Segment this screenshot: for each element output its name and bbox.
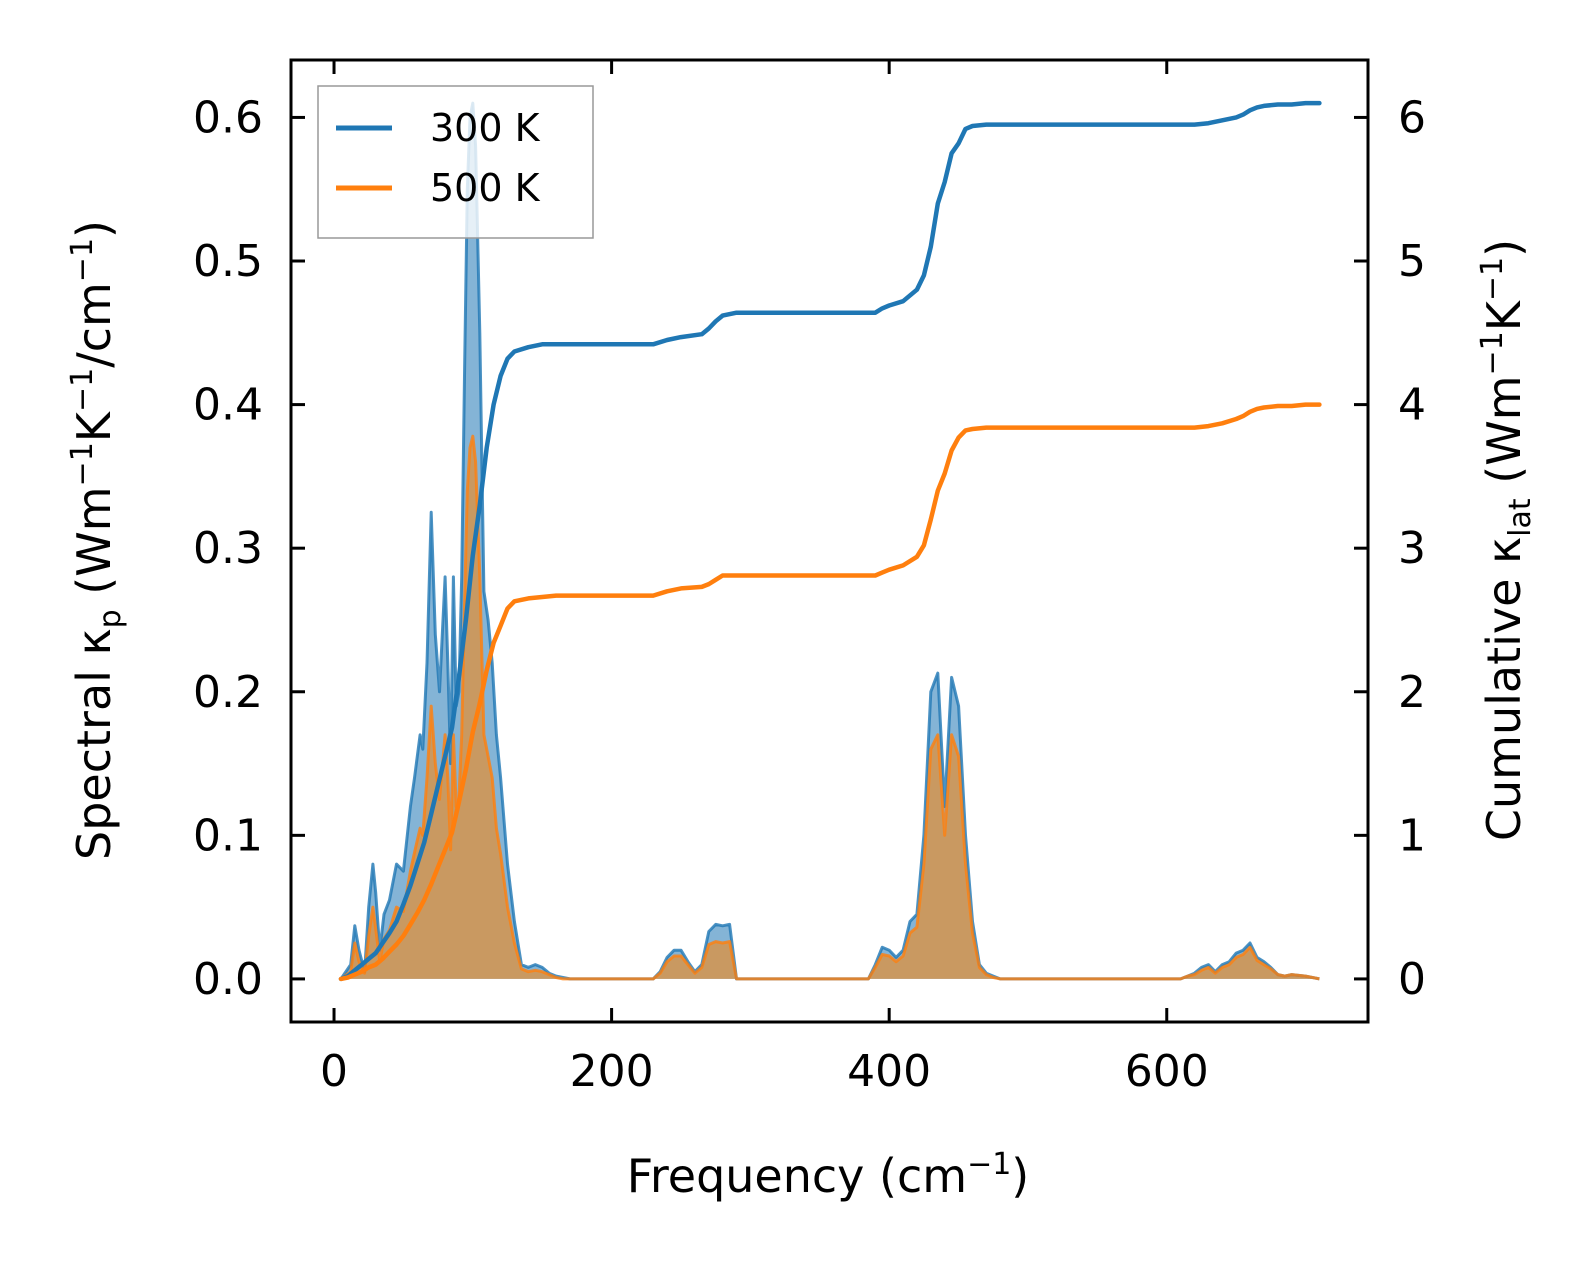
y-left-tick-label: 0.2 [193,667,263,718]
plot-area [289,58,1370,1024]
y-right-tick-label: 0 [1398,954,1426,1005]
legend: 300 K 500 K [317,85,594,239]
y-right-tick-label: 6 [1398,92,1426,143]
spectral-fill-500k [341,436,1320,979]
x-tick-label: 0 [320,1046,348,1097]
y-right-tick-label: 4 [1398,380,1426,431]
x-axis-label: Frequency (cm−1) [627,1147,1030,1203]
y-right-axis-label: Cumulative κlat (Wm−1K−1) [1475,239,1538,841]
y-right-tick-label: 1 [1398,810,1426,861]
y-left-tick-label: 0.4 [193,380,263,431]
y-left-tick-label: 0.0 [193,954,263,1005]
y-right-tick-label: 5 [1398,236,1426,287]
y-left-tick-label: 0.6 [193,92,263,143]
plot-frame [289,58,1370,1024]
cumulative-line-300k [338,100,1322,982]
x-tick-label: 600 [1125,1046,1209,1097]
x-tick-label: 200 [570,1046,654,1097]
y-left-axis-label: Spectral κp (Wm−1K−1/cm−1) [65,220,128,860]
x-tick-label: 400 [847,1046,931,1097]
legend-label-500k: 500 K [430,166,541,210]
y-right-tick-label: 3 [1398,523,1426,574]
legend-box [317,85,594,239]
spectral-line-500k [340,434,1320,981]
cumulative-line-500k [338,402,1322,982]
y-right-tick-label: 2 [1398,667,1426,718]
y-left-tick-label: 0.3 [193,523,263,574]
y-left-tick-label: 0.1 [193,810,263,861]
y-left-tick-label: 0.5 [193,236,263,287]
legend-label-300k: 300 K [430,106,541,150]
